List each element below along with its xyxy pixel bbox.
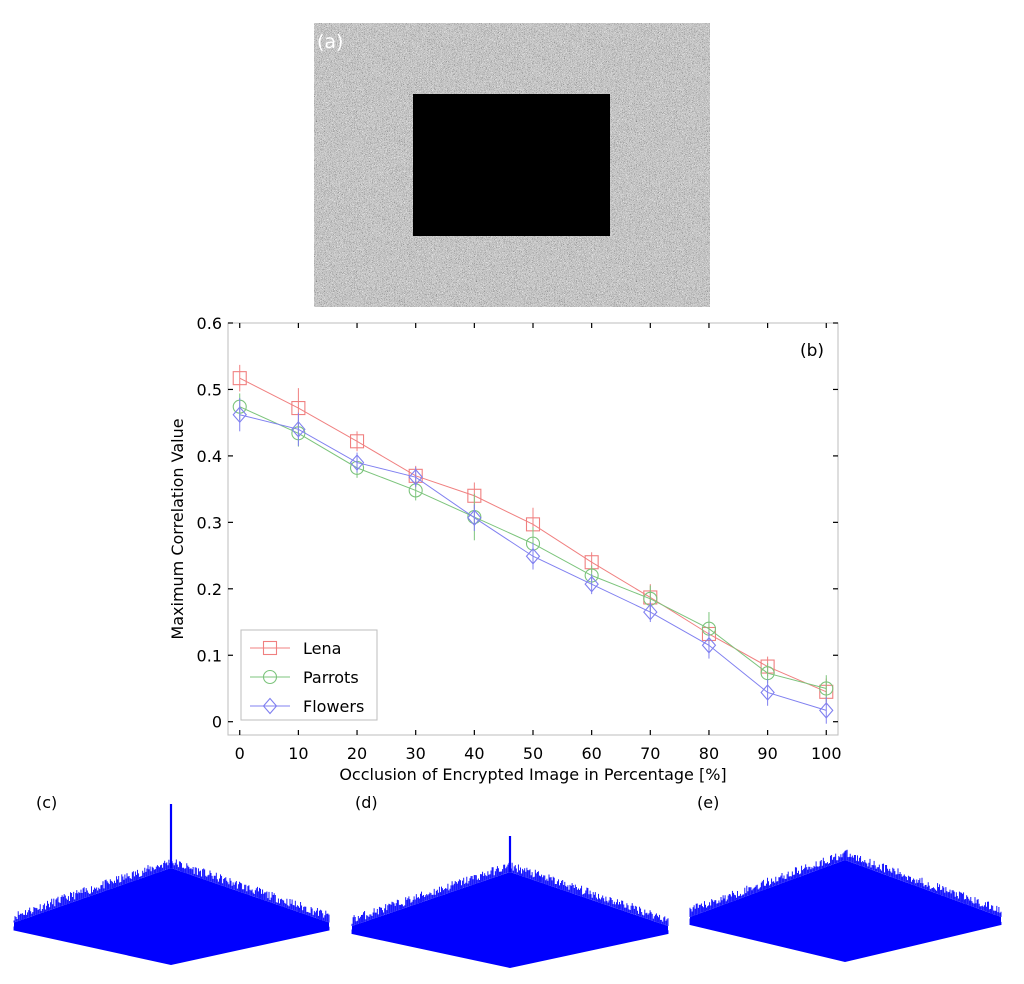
legend-marker	[262, 640, 278, 656]
data-point	[643, 603, 658, 621]
surface-body	[14, 868, 329, 965]
y-tick-label: 0.1	[197, 646, 222, 665]
data-point	[584, 575, 599, 593]
legend-marker	[262, 697, 278, 715]
panel-label-d: (d)	[355, 793, 378, 812]
data-point	[819, 702, 834, 719]
correlation-line-chart: 0 10 20 30 40 50 60 70 80 90 100 0 0.1 0.2 0.3 0.4 0.5 0.…	[168, 314, 842, 784]
legend-item-parrots: Parrots	[250, 668, 359, 687]
legend-label: Lena	[303, 639, 341, 658]
legend-item-flowers: Flowers	[250, 697, 364, 716]
surface-plot-d	[351, 836, 669, 968]
panel-a-encrypted-image: (a)	[314, 23, 710, 307]
occlusion-block	[413, 94, 610, 236]
x-tick-label: 60	[581, 744, 601, 763]
data-point	[232, 371, 247, 386]
y-tick-label: 0.2	[197, 580, 222, 599]
correlation-surfaces	[13, 804, 1002, 968]
x-tick-label: 90	[757, 744, 777, 763]
series-layer	[232, 364, 834, 724]
legend-label: Parrots	[303, 668, 359, 687]
series-flowers	[232, 398, 834, 724]
data-point	[467, 509, 482, 527]
surface-plot-e	[689, 849, 1002, 962]
surface-body	[690, 860, 1001, 962]
x-tick-label: 30	[406, 744, 426, 763]
x-tick-label: 20	[347, 744, 367, 763]
x-tick-label: 40	[464, 744, 484, 763]
y-tick-label: 0.4	[197, 447, 222, 466]
legend-label: Flowers	[303, 697, 364, 716]
data-point	[701, 636, 717, 654]
surface-plot-c	[13, 804, 330, 965]
panel-label-e: (e)	[697, 793, 719, 812]
axis-ticks: 0 10 20 30 40 50 60 70 80 90 100 0 0.1 0.2 0.3 0.4 0.5 0.…	[197, 314, 842, 763]
surface-noise-spikes	[689, 849, 1002, 925]
y-tick-label: 0.5	[197, 380, 222, 399]
x-tick-label: 70	[640, 744, 660, 763]
y-tick-label: 0	[212, 713, 222, 732]
data-point	[349, 434, 365, 449]
surface-body	[352, 872, 668, 968]
y-tick-label: 0.6	[197, 314, 222, 333]
y-tick-label: 0.3	[197, 513, 222, 532]
x-axis-label: Occlusion of Encrypted Image in Percenta…	[339, 765, 726, 784]
y-axis-label: Maximum Correlation Value	[168, 418, 187, 639]
x-tick-label: 50	[523, 744, 543, 763]
data-point	[819, 681, 834, 696]
data-point	[408, 468, 423, 486]
x-tick-label: 0	[235, 744, 245, 763]
x-tick-label: 10	[288, 744, 308, 763]
legend-item-lena: Lena	[250, 639, 341, 658]
panel-label-c: (c)	[36, 793, 57, 812]
surface-noise-spikes	[351, 861, 669, 934]
surface-noise-spikes	[13, 859, 330, 931]
data-point	[291, 420, 306, 438]
legend: Lena Parrots Flowers	[240, 629, 378, 721]
panel-label-b: (b)	[800, 341, 824, 361]
x-tick-label: 80	[699, 744, 719, 763]
panel-label-a: (a)	[317, 31, 343, 53]
data-point	[232, 406, 247, 424]
data-point	[525, 547, 541, 565]
legend-marker	[262, 669, 278, 685]
x-tick-label: 100	[811, 744, 842, 763]
data-point	[760, 684, 775, 701]
data-point	[349, 454, 365, 471]
